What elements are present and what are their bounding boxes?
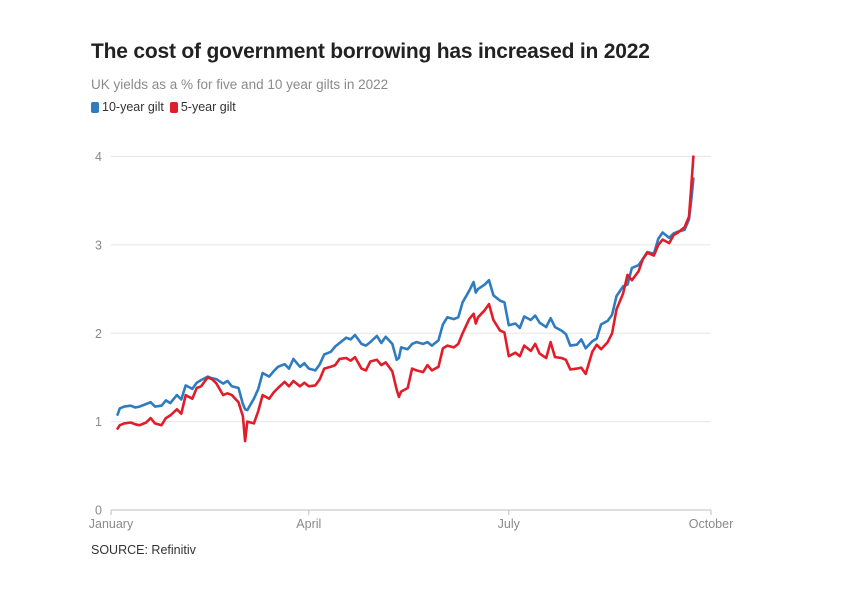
legend-label-10-year: 10-year gilt — [102, 100, 164, 114]
legend-label-5-year: 5-year gilt — [180, 100, 236, 114]
x-tick-label: October — [689, 517, 733, 531]
source-note: SOURCE: Refinitiv — [91, 543, 196, 557]
y-tick-label: 2 — [95, 327, 102, 341]
y-tick-label: 0 — [95, 504, 102, 518]
chart-title: The cost of government borrowing has inc… — [91, 40, 650, 63]
x-tick-label: January — [89, 517, 134, 531]
x-tick-label: July — [498, 517, 521, 531]
legend-item-10-year: 10-year gilt — [91, 100, 164, 114]
legend-item-5-year: 5-year gilt — [169, 100, 236, 114]
series-line-5-year-gilt — [116, 155, 695, 443]
y-tick-label: 4 — [95, 150, 102, 164]
legend: 10-year gilt 5-year gilt — [91, 100, 242, 114]
y-tick-label: 1 — [95, 415, 102, 429]
legend-swatch-10-year — [91, 101, 99, 113]
chart-subtitle: UK yields as a % for five and 10 year gi… — [91, 77, 389, 92]
x-tick-label: April — [296, 517, 321, 531]
y-tick-label: 3 — [95, 238, 102, 252]
series-line-10-year-gilt — [116, 177, 695, 416]
legend-swatch-5-year — [169, 101, 178, 113]
